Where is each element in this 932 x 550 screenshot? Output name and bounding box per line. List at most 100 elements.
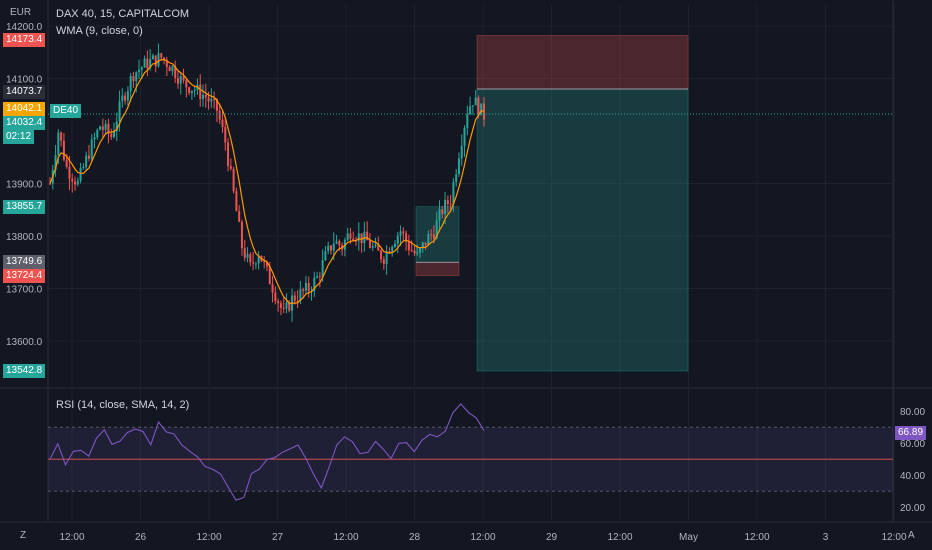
wma-line <box>49 58 485 305</box>
candle-body <box>463 127 466 146</box>
price-tag: 14173.4 <box>3 32 46 47</box>
candle-body <box>227 142 230 167</box>
rsi-tick-label: 60.00 <box>900 439 925 450</box>
candle-body <box>235 191 238 212</box>
candle-body <box>302 289 305 291</box>
candle-body <box>124 95 127 101</box>
candle-body <box>149 59 152 69</box>
candle-body <box>435 220 438 239</box>
candle-body <box>71 178 74 182</box>
candle-body <box>466 114 469 128</box>
short-position-stop-zone <box>476 35 689 90</box>
price-tick-label: 13800.0 <box>6 232 43 243</box>
candle-body <box>110 133 113 138</box>
candle-body <box>104 123 107 130</box>
candle-body <box>419 248 422 253</box>
candle-body <box>474 97 477 106</box>
auto-scale-button[interactable]: A <box>908 530 915 541</box>
candle-body <box>346 233 349 241</box>
candle-body <box>165 60 168 67</box>
candle-body <box>68 166 71 179</box>
candle-body <box>457 158 460 175</box>
time-tick-label: 12:00 <box>333 532 358 543</box>
currency-label[interactable]: EUR <box>10 7 32 18</box>
price-tag: 14073.7 <box>3 85 46 100</box>
candle-body <box>455 174 458 183</box>
rsi-legend[interactable]: RSI (14, close, SMA, 14, 2) <box>56 399 190 411</box>
candle-body <box>327 245 330 252</box>
candle-body <box>93 137 96 140</box>
candle-body <box>430 234 433 236</box>
candle-body <box>293 295 296 301</box>
candle-body <box>324 251 327 261</box>
candle-body <box>140 67 143 70</box>
candle-body <box>82 167 85 169</box>
candle-body <box>96 129 99 138</box>
candle-body <box>279 303 282 308</box>
candle-body <box>313 277 316 291</box>
time-tick-label: 12:00 <box>59 532 84 543</box>
candle-body <box>138 69 141 73</box>
candle-body <box>357 233 360 241</box>
rsi-line <box>49 403 485 501</box>
candle-body <box>388 251 391 253</box>
candle-body <box>296 300 299 302</box>
candle-body <box>243 248 246 258</box>
candle-body <box>471 105 474 107</box>
candle-body <box>268 266 271 285</box>
price-tag: 02:12 <box>3 129 35 144</box>
candle-body <box>118 101 121 122</box>
candle-body <box>232 168 235 192</box>
time-tick-label: 12:00 <box>607 532 632 543</box>
candle-body <box>396 235 399 244</box>
timezone-button[interactable]: Z <box>20 530 27 541</box>
candle-body <box>405 233 408 242</box>
candle-body <box>393 243 396 247</box>
candle-body <box>246 254 249 258</box>
candle-body <box>391 246 394 253</box>
time-tick-label: 26 <box>135 532 147 543</box>
candle-body <box>202 94 205 99</box>
rsi-tick-label: 80.00 <box>900 407 925 418</box>
candle-body <box>460 145 463 159</box>
candle-body <box>213 98 216 100</box>
time-tick-label: 12:00 <box>196 532 221 543</box>
candle-body <box>121 95 124 102</box>
candle-body <box>424 242 427 245</box>
candle-body <box>371 246 374 248</box>
candle-body <box>193 89 196 91</box>
candle-body <box>274 292 277 302</box>
time-tick-label: 3 <box>823 532 829 543</box>
candle-body <box>176 78 179 84</box>
candle-body <box>90 139 93 159</box>
candle-body <box>129 76 132 91</box>
candle-body <box>263 261 266 263</box>
candle-body <box>402 231 405 234</box>
candle-body <box>316 276 319 278</box>
wma-legend[interactable]: WMA (9, close, 0) <box>56 25 143 37</box>
candle-body <box>427 234 430 245</box>
candle-body <box>99 126 102 130</box>
candle-body <box>252 262 255 264</box>
candle-body <box>221 119 224 128</box>
time-tick-label: May <box>679 532 698 543</box>
candle-body <box>157 53 160 67</box>
candle-body <box>349 233 352 239</box>
candle-body <box>168 66 171 72</box>
candle-body <box>143 58 146 68</box>
candle-body <box>249 254 252 263</box>
candle-body <box>446 199 449 205</box>
candle-body <box>352 238 355 241</box>
candle-body <box>366 231 369 241</box>
candle-body <box>413 250 416 254</box>
candle-body <box>54 155 57 171</box>
candle-body <box>360 233 363 243</box>
candle-body <box>382 259 385 264</box>
candle-body <box>174 66 177 79</box>
rsi-tick-label: 40.00 <box>900 471 925 482</box>
candle-body <box>171 66 174 72</box>
candle-body <box>62 140 65 160</box>
candle-body <box>85 155 88 168</box>
candle-body <box>238 211 241 222</box>
